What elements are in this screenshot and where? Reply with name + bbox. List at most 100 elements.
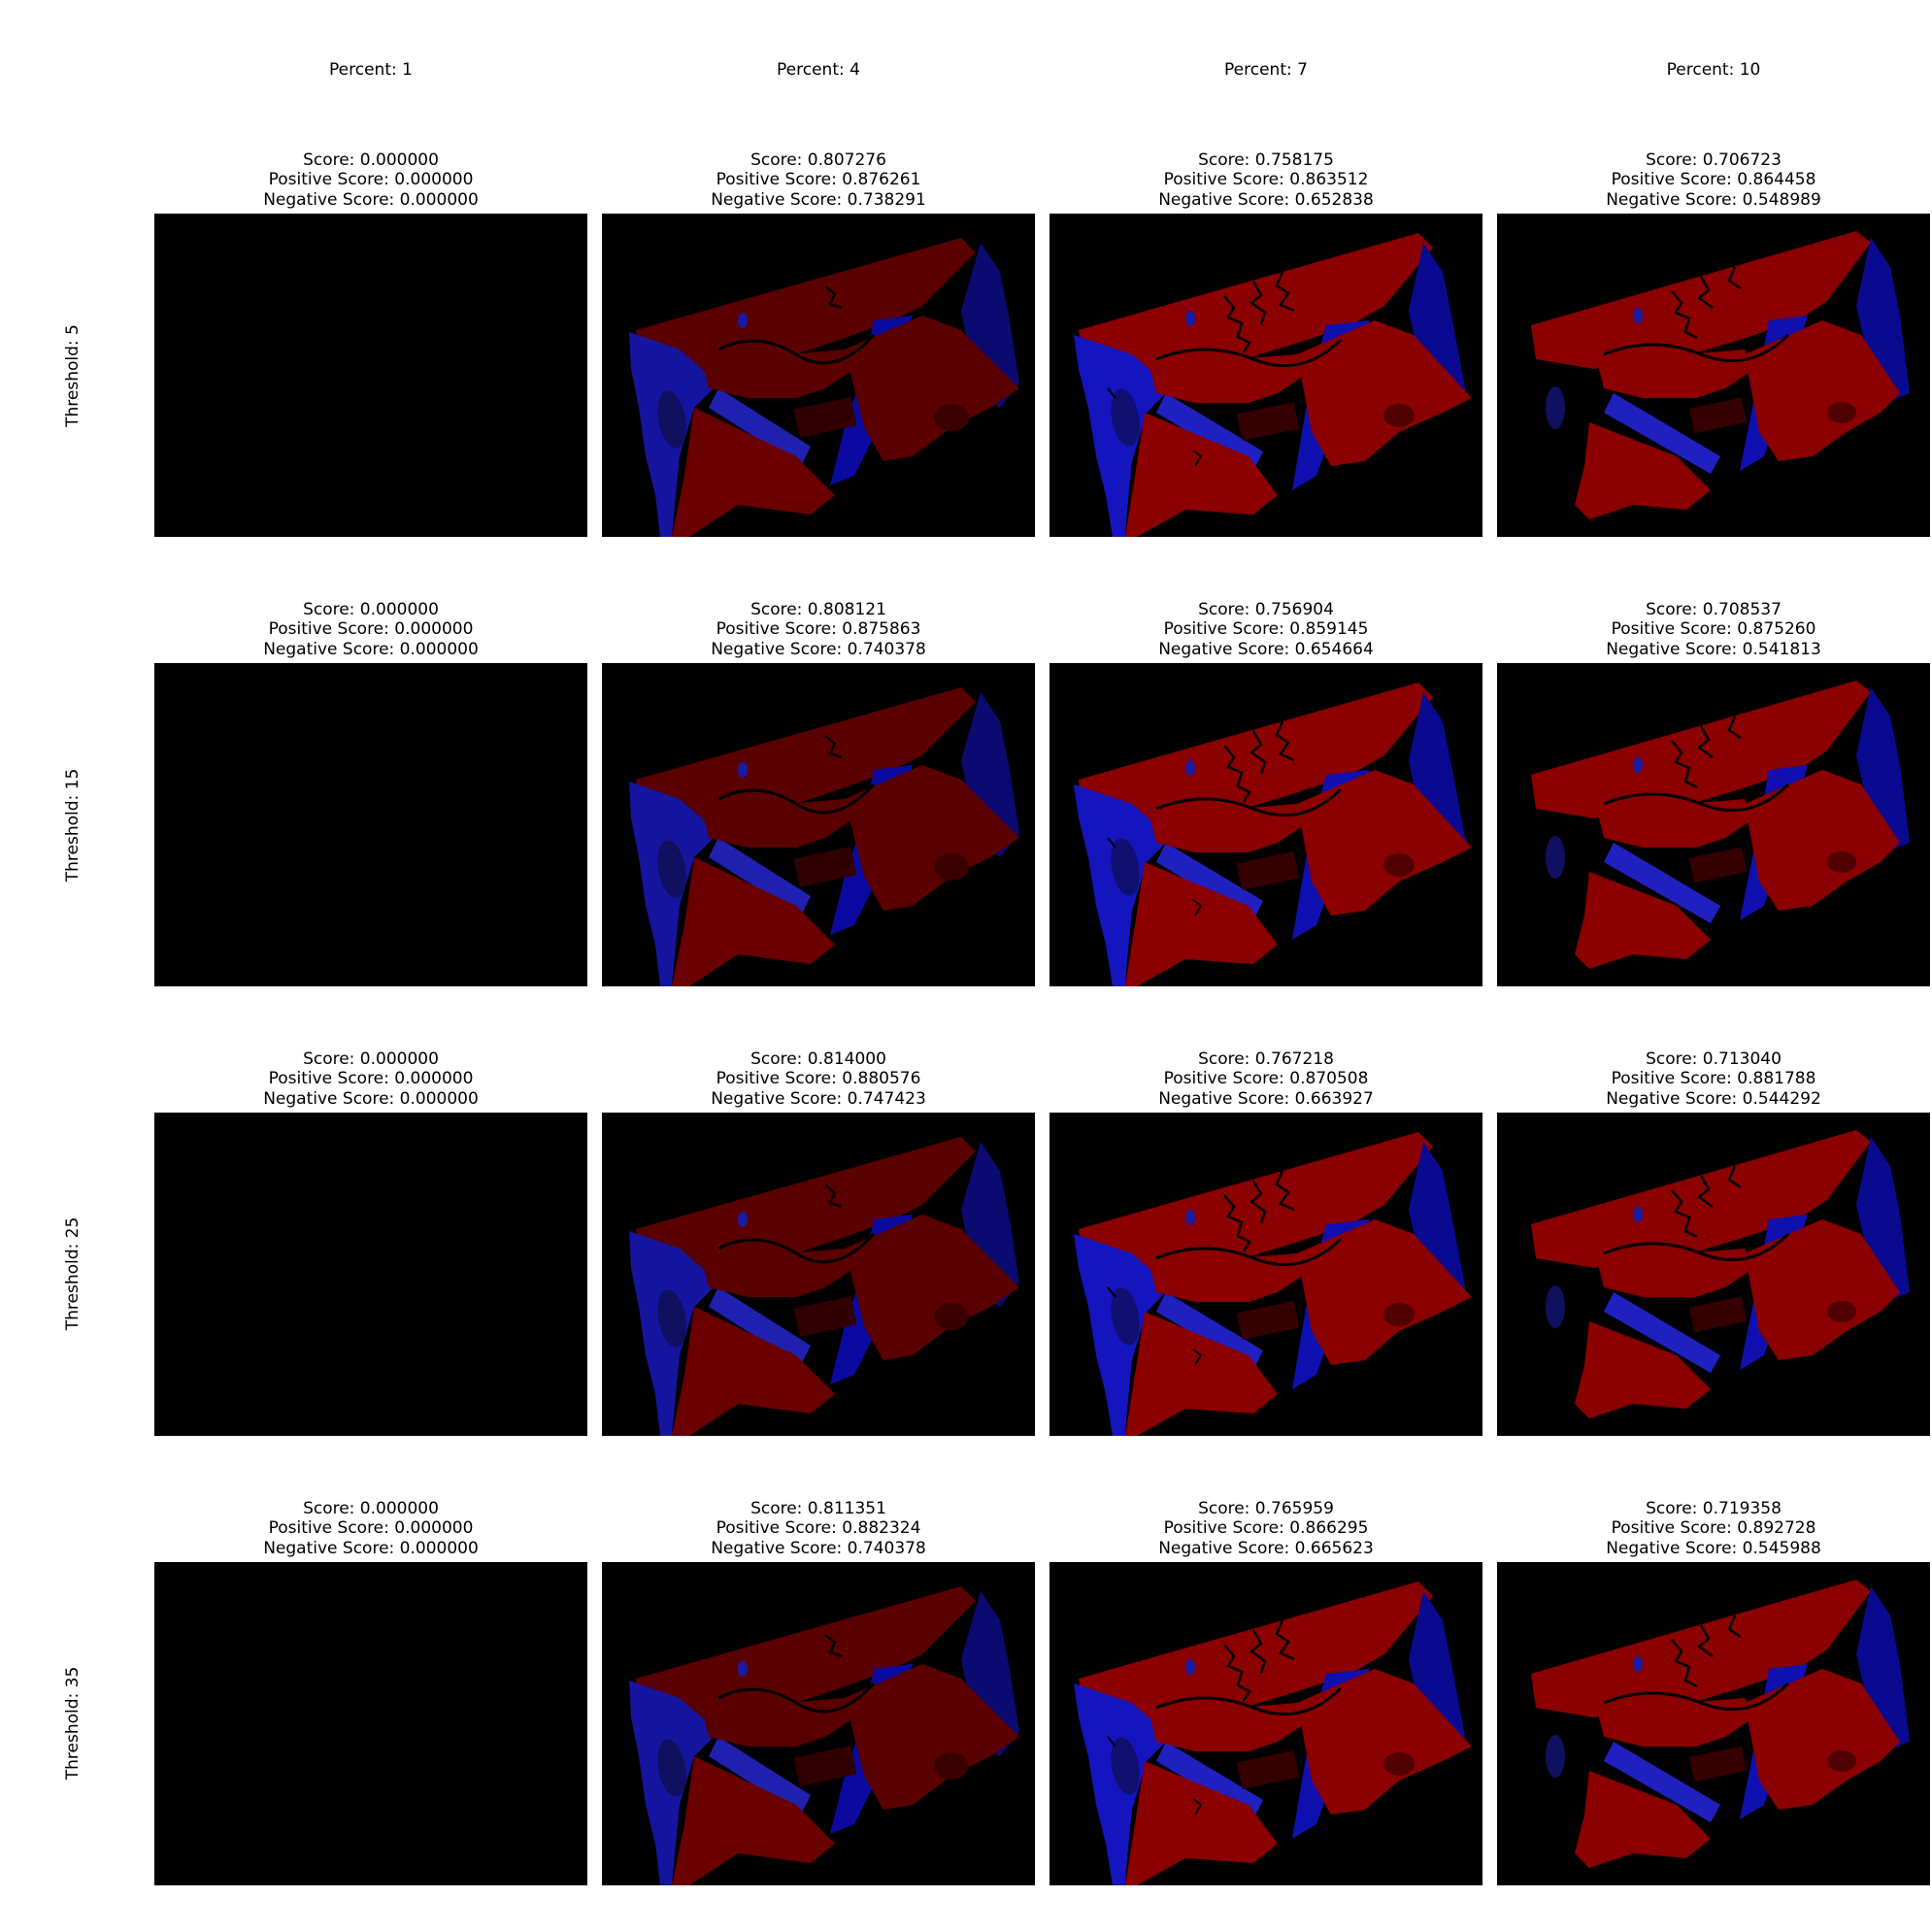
negative-score-text: Negative Score: 0.000000 <box>263 1538 479 1558</box>
column-header-percent-7: Percent: 7 <box>1224 60 1308 80</box>
grid-cell: Score: 0.807276 Positive Score: 0.876261… <box>602 150 1035 537</box>
score-block: Score: 0.000000 Positive Score: 0.000000… <box>154 1498 587 1562</box>
grid-cell: Score: 0.000000 Positive Score: 0.000000… <box>154 1498 587 1885</box>
grid-cell: Score: 0.808121 Positive Score: 0.875863… <box>602 599 1035 986</box>
score-text: Score: 0.756904 <box>1198 599 1334 619</box>
negative-score-text: Negative Score: 0.545988 <box>1606 1538 1821 1558</box>
grid-cell: Score: 0.756904 Positive Score: 0.859145… <box>1049 599 1482 986</box>
negative-score-text: Negative Score: 0.747423 <box>711 1088 926 1109</box>
score-block: Score: 0.814000 Positive Score: 0.880576… <box>602 1049 1035 1113</box>
negative-score-text: Negative Score: 0.000000 <box>263 189 479 210</box>
positive-score-text: Positive Score: 0.864458 <box>1611 170 1816 189</box>
positive-score-text: Positive Score: 0.876261 <box>716 170 921 189</box>
negative-score-text: Negative Score: 0.665623 <box>1158 1538 1374 1558</box>
score-block: Score: 0.000000 Positive Score: 0.000000… <box>154 599 587 663</box>
negative-score-text: Negative Score: 0.544292 <box>1606 1088 1821 1109</box>
grid-cell: Score: 0.758175 Positive Score: 0.863512… <box>1049 150 1482 537</box>
score-text: Score: 0.765959 <box>1198 1498 1334 1518</box>
grid-cell: Score: 0.719358 Positive Score: 0.892728… <box>1497 1498 1930 1885</box>
column-header-percent-1: Percent: 1 <box>329 60 413 80</box>
score-block: Score: 0.706723 Positive Score: 0.864458… <box>1497 150 1930 214</box>
score-block: Score: 0.767218 Positive Score: 0.870508… <box>1049 1049 1482 1113</box>
positive-score-text: Positive Score: 0.866295 <box>1163 1518 1369 1538</box>
grid-cell: Score: 0.706723 Positive Score: 0.864458… <box>1497 150 1930 537</box>
score-block: Score: 0.000000 Positive Score: 0.000000… <box>154 150 587 214</box>
positive-score-text: Positive Score: 0.000000 <box>268 1069 474 1088</box>
grid-cell: Score: 0.814000 Positive Score: 0.880576… <box>602 1049 1035 1436</box>
segmentation-image-empty <box>154 214 587 537</box>
negative-score-text: Negative Score: 0.541813 <box>1606 639 1821 659</box>
segmentation-image <box>1049 1562 1482 1885</box>
grid-cell: Score: 0.713040 Positive Score: 0.881788… <box>1497 1049 1930 1436</box>
positive-score-text: Positive Score: 0.000000 <box>268 1518 474 1538</box>
positive-score-text: Positive Score: 0.000000 <box>268 619 474 639</box>
segmentation-image-empty <box>154 1562 587 1885</box>
segmentation-image <box>602 1113 1035 1436</box>
score-block: Score: 0.765959 Positive Score: 0.866295… <box>1049 1498 1482 1562</box>
negative-score-text: Negative Score: 0.000000 <box>263 639 479 659</box>
positive-score-text: Positive Score: 0.881788 <box>1611 1069 1816 1088</box>
grid-cell: Score: 0.000000 Positive Score: 0.000000… <box>154 599 587 986</box>
score-text: Score: 0.706723 <box>1646 150 1782 170</box>
negative-score-text: Negative Score: 0.738291 <box>711 189 926 210</box>
negative-score-text: Negative Score: 0.654664 <box>1158 639 1374 659</box>
grid-cell: Score: 0.811351 Positive Score: 0.882324… <box>602 1498 1035 1885</box>
score-text: Score: 0.000000 <box>303 150 439 170</box>
score-block: Score: 0.713040 Positive Score: 0.881788… <box>1497 1049 1930 1113</box>
segmentation-image-empty <box>154 663 587 986</box>
grid-cell: Score: 0.767218 Positive Score: 0.870508… <box>1049 1049 1482 1436</box>
negative-score-text: Negative Score: 0.000000 <box>263 1088 479 1109</box>
negative-score-text: Negative Score: 0.652838 <box>1158 189 1374 210</box>
positive-score-text: Positive Score: 0.859145 <box>1163 619 1369 639</box>
negative-score-text: Negative Score: 0.740378 <box>711 1538 926 1558</box>
segmentation-image <box>602 1562 1035 1885</box>
score-block: Score: 0.719358 Positive Score: 0.892728… <box>1497 1498 1930 1562</box>
positive-score-text: Positive Score: 0.863512 <box>1163 170 1369 189</box>
segmentation-image <box>1497 663 1930 986</box>
score-text: Score: 0.767218 <box>1198 1049 1334 1069</box>
segmentation-image <box>602 663 1035 986</box>
score-text: Score: 0.000000 <box>303 599 439 619</box>
score-text: Score: 0.808121 <box>750 599 886 619</box>
negative-score-text: Negative Score: 0.663927 <box>1158 1088 1374 1109</box>
score-text: Score: 0.708537 <box>1646 599 1782 619</box>
score-text: Score: 0.814000 <box>750 1049 886 1069</box>
segmentation-image <box>1497 1113 1930 1436</box>
positive-score-text: Positive Score: 0.875260 <box>1611 619 1816 639</box>
negative-score-text: Negative Score: 0.548989 <box>1606 189 1821 210</box>
row-label-threshold-15: Threshold: 15 <box>63 768 83 882</box>
score-text: Score: 0.811351 <box>750 1498 886 1518</box>
segmentation-image <box>1497 214 1930 537</box>
row-label-threshold-5: Threshold: 5 <box>63 324 83 427</box>
positive-score-text: Positive Score: 0.870508 <box>1163 1069 1369 1088</box>
negative-score-text: Negative Score: 0.740378 <box>711 639 926 659</box>
segmentation-image <box>602 214 1035 537</box>
row-label-threshold-25: Threshold: 25 <box>63 1216 83 1331</box>
score-block: Score: 0.708537 Positive Score: 0.875260… <box>1497 599 1930 663</box>
score-text: Score: 0.713040 <box>1646 1049 1782 1069</box>
score-block: Score: 0.756904 Positive Score: 0.859145… <box>1049 599 1482 663</box>
column-header-percent-4: Percent: 4 <box>777 60 860 80</box>
score-block: Score: 0.808121 Positive Score: 0.875863… <box>602 599 1035 663</box>
positive-score-text: Positive Score: 0.875863 <box>716 619 921 639</box>
segmentation-image <box>1049 1113 1482 1436</box>
row-label-threshold-35: Threshold: 35 <box>63 1666 83 1781</box>
score-block: Score: 0.807276 Positive Score: 0.876261… <box>602 150 1035 214</box>
positive-score-text: Positive Score: 0.880576 <box>716 1069 921 1088</box>
positive-score-text: Positive Score: 0.000000 <box>268 170 474 189</box>
score-block: Score: 0.811351 Positive Score: 0.882324… <box>602 1498 1035 1562</box>
grid-cell: Score: 0.000000 Positive Score: 0.000000… <box>154 150 587 537</box>
score-text: Score: 0.000000 <box>303 1498 439 1518</box>
score-block: Score: 0.000000 Positive Score: 0.000000… <box>154 1049 587 1113</box>
score-block: Score: 0.758175 Positive Score: 0.863512… <box>1049 150 1482 214</box>
grid-cell: Score: 0.000000 Positive Score: 0.000000… <box>154 1049 587 1436</box>
score-text: Score: 0.000000 <box>303 1049 439 1069</box>
segmentation-image-empty <box>154 1113 587 1436</box>
grid-cell: Score: 0.765959 Positive Score: 0.866295… <box>1049 1498 1482 1885</box>
column-header-percent-10: Percent: 10 <box>1666 60 1761 80</box>
segmentation-image <box>1497 1562 1930 1885</box>
positive-score-text: Positive Score: 0.892728 <box>1611 1518 1816 1538</box>
score-text: Score: 0.807276 <box>750 150 886 170</box>
positive-score-text: Positive Score: 0.882324 <box>716 1518 921 1538</box>
grid-cell: Score: 0.708537 Positive Score: 0.875260… <box>1497 599 1930 986</box>
